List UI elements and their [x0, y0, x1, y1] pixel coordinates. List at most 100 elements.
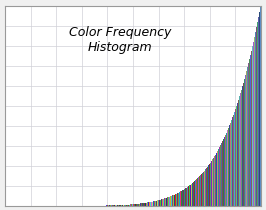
Bar [235, 109, 236, 206]
Bar [162, 199, 163, 206]
Bar [116, 205, 117, 206]
Bar [147, 202, 148, 206]
Bar [215, 155, 216, 206]
Bar [117, 205, 118, 206]
Bar [115, 205, 116, 206]
Bar [236, 106, 237, 206]
Bar [229, 125, 230, 206]
Bar [234, 112, 235, 206]
Bar [216, 153, 217, 206]
Bar [118, 205, 119, 206]
Bar [178, 193, 179, 206]
Bar [199, 176, 200, 206]
Bar [146, 203, 147, 206]
Bar [211, 161, 212, 206]
Bar [185, 188, 186, 206]
Bar [194, 181, 195, 206]
Bar [248, 63, 249, 206]
Bar [251, 51, 252, 206]
Bar [170, 196, 171, 206]
Bar [198, 177, 199, 206]
Bar [250, 55, 251, 206]
Bar [108, 205, 109, 206]
Bar [151, 202, 152, 206]
Bar [249, 59, 250, 206]
Bar [125, 205, 126, 206]
Bar [255, 32, 256, 206]
Bar [134, 204, 135, 206]
Bar [187, 187, 188, 206]
Bar [225, 135, 226, 206]
Bar [179, 192, 180, 206]
Bar [163, 199, 164, 206]
Bar [208, 165, 209, 206]
Bar [139, 203, 140, 206]
Bar [158, 200, 159, 206]
Bar [209, 164, 210, 206]
Bar [247, 67, 248, 206]
Bar [171, 196, 172, 206]
Bar [144, 203, 145, 206]
Bar [133, 204, 134, 206]
Bar [111, 205, 112, 206]
Bar [240, 93, 241, 206]
Bar [220, 145, 221, 206]
Bar [253, 42, 254, 206]
Bar [230, 123, 231, 206]
Bar [113, 205, 114, 206]
Bar [122, 205, 123, 206]
Bar [183, 190, 184, 206]
Bar [152, 202, 153, 206]
Bar [174, 195, 175, 206]
Bar [142, 203, 143, 206]
Bar [222, 141, 223, 206]
Bar [254, 37, 255, 206]
Bar [149, 202, 150, 206]
Bar [219, 147, 220, 206]
Bar [164, 198, 165, 206]
Bar [226, 133, 227, 206]
Bar [223, 139, 224, 206]
Bar [165, 198, 166, 206]
Bar [260, 6, 261, 206]
Bar [202, 173, 203, 206]
Bar [242, 86, 243, 206]
Bar [258, 17, 259, 206]
Bar [145, 203, 146, 206]
Bar [191, 184, 192, 206]
Bar [175, 194, 176, 206]
Bar [168, 197, 169, 206]
Bar [200, 175, 201, 206]
Bar [182, 190, 183, 206]
Bar [214, 156, 215, 206]
Bar [166, 198, 167, 206]
Bar [181, 191, 182, 206]
Bar [107, 205, 108, 206]
Bar [128, 205, 129, 206]
Bar [224, 137, 225, 206]
Bar [150, 202, 151, 206]
Bar [129, 205, 130, 206]
Bar [121, 205, 122, 206]
Bar [213, 158, 214, 206]
Bar [136, 204, 137, 206]
Bar [169, 197, 170, 206]
Bar [193, 182, 194, 206]
Bar [177, 193, 178, 206]
Bar [197, 178, 198, 206]
Bar [153, 201, 154, 206]
Bar [180, 192, 181, 206]
Bar [156, 201, 157, 206]
Bar [172, 196, 173, 206]
Text: Color Frequency
Histogram: Color Frequency Histogram [69, 26, 171, 54]
Bar [207, 167, 208, 206]
Bar [257, 22, 258, 206]
Bar [138, 204, 139, 206]
Bar [245, 75, 246, 206]
Bar [210, 163, 211, 206]
Bar [192, 183, 193, 206]
Bar [184, 189, 185, 206]
Bar [259, 12, 260, 206]
Bar [126, 205, 127, 206]
Bar [195, 180, 196, 206]
